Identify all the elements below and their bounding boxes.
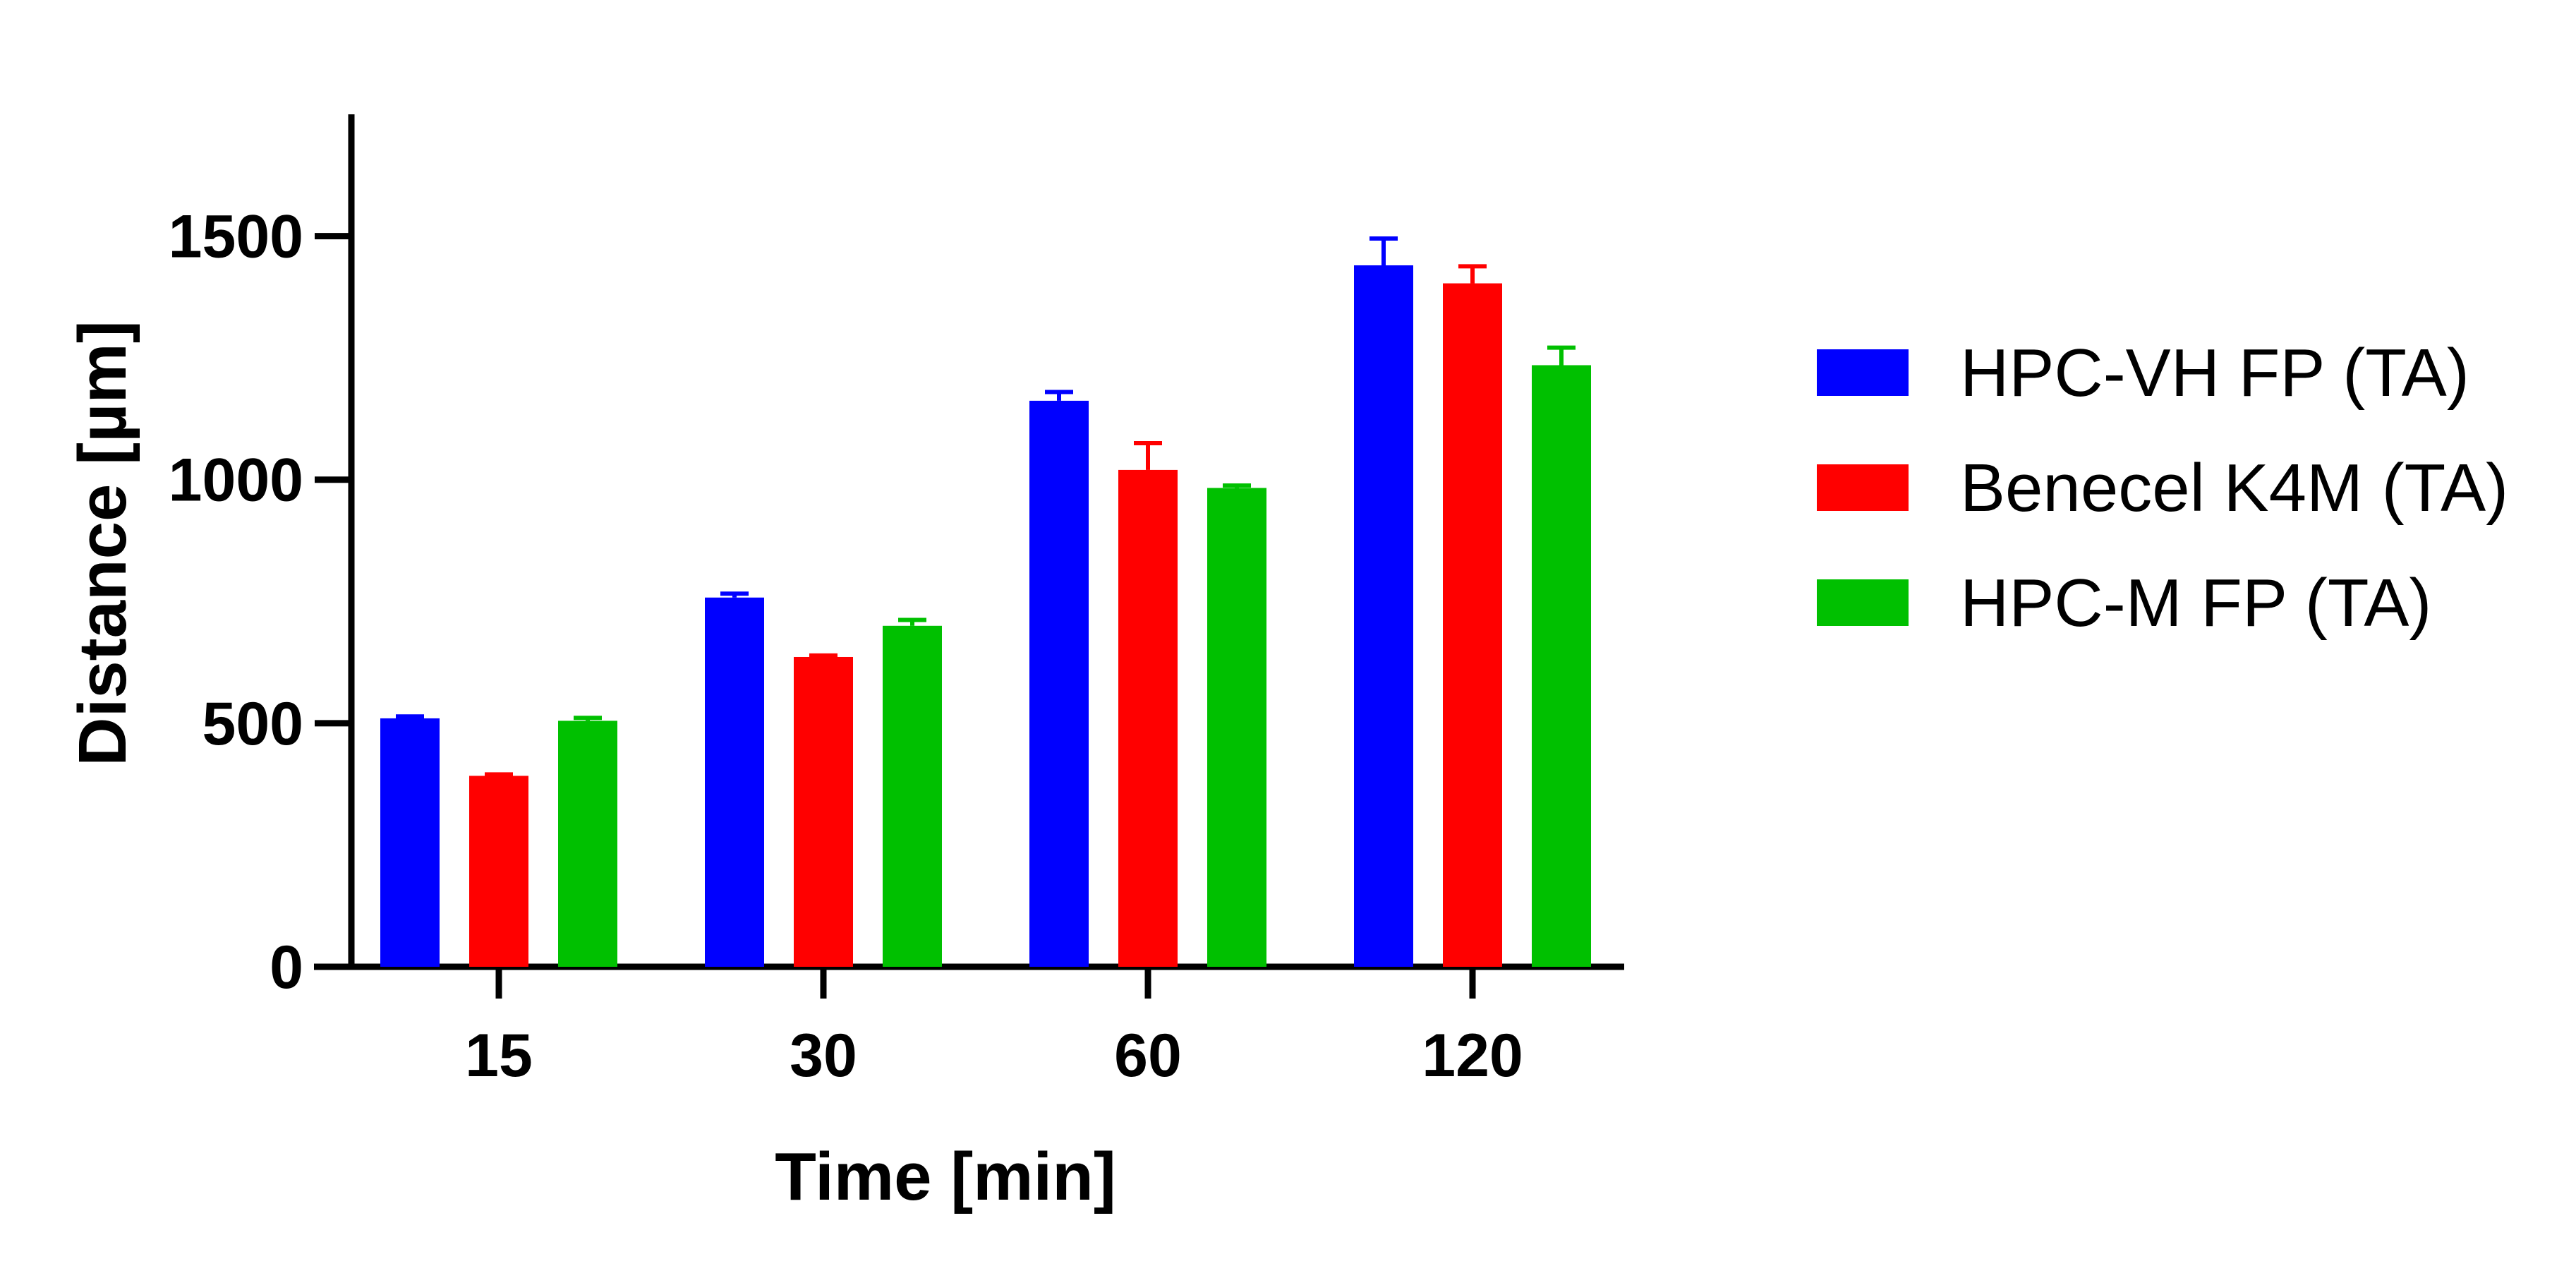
bar <box>469 776 528 967</box>
bar <box>380 718 440 967</box>
legend: HPC-VH FP (TA) Benecel K4M (TA) HPC-M FP (… <box>1817 335 2508 641</box>
x-tick-label: 30 <box>790 1022 857 1090</box>
legend-swatch <box>1817 349 1909 396</box>
bar <box>1029 400 1089 967</box>
bar <box>883 625 942 967</box>
x-axis-title: Time [min] <box>775 1139 1116 1214</box>
y-tick-label: 1500 <box>169 203 303 271</box>
ticks: 0 500 1000 1500 15 30 60 120 <box>169 203 1523 1090</box>
y-axis-title: Distance [µm] <box>65 320 140 766</box>
y-tick-label: 1000 <box>169 447 303 514</box>
legend-label: HPC-VH FP (TA) <box>1960 335 2469 411</box>
bar <box>1118 469 1178 967</box>
legend-swatch <box>1817 579 1909 626</box>
legend-swatch <box>1817 464 1909 511</box>
bar <box>1354 265 1413 967</box>
legend-label: Benecel K4M (TA) <box>1960 450 2508 526</box>
y-tick-label: 0 <box>270 934 303 1001</box>
x-tick-label: 15 <box>465 1022 533 1090</box>
bar <box>1443 283 1502 967</box>
bar <box>705 597 764 967</box>
bar <box>1532 365 1591 967</box>
bar <box>558 721 617 967</box>
x-tick-label: 60 <box>1114 1022 1182 1090</box>
bars <box>380 236 1591 967</box>
y-tick-label: 500 <box>202 690 304 758</box>
x-tick-label: 120 <box>1422 1022 1523 1090</box>
bar <box>1207 488 1266 967</box>
bar <box>794 656 853 967</box>
legend-label: HPC-M FP (TA) <box>1960 565 2431 641</box>
